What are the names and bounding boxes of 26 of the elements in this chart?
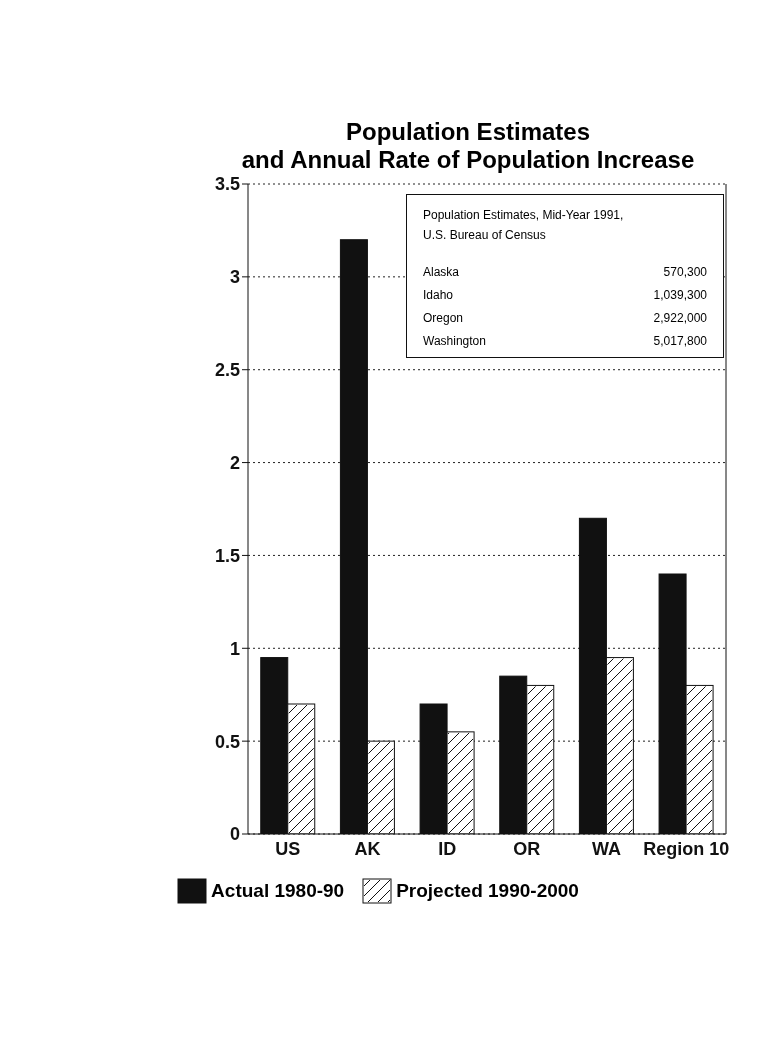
y-tick-label: 3.5	[214, 174, 240, 195]
annotation: Washington	[423, 333, 486, 350]
x-tick-label: ID	[438, 838, 457, 859]
annotation: 2,922,000	[653, 310, 707, 327]
y-tick-label: 1	[229, 638, 240, 659]
annotation: Oregon	[423, 310, 464, 327]
legend-label: Projected 1990-2000	[396, 880, 579, 902]
annotation: 5,017,800	[653, 333, 707, 350]
annotation: Alaska	[423, 264, 460, 281]
annotation: 570,300	[663, 264, 707, 281]
x-tick-label: OR	[513, 838, 541, 859]
x-tick-label: AK	[354, 838, 381, 859]
legend-label: Actual 1980-90	[211, 880, 345, 902]
chart-title: Population Estimates and Annual Rate of Population Increase	[240, 118, 696, 174]
annotation: Idaho	[423, 287, 454, 304]
y-tick-label: 0.5	[214, 731, 240, 752]
annotation: Population Estimates, Mid-Year 1991, U.S. Bureau of Census	[423, 207, 625, 244]
x-tick-label: WA	[592, 838, 621, 859]
x-tick-label: Region 10	[643, 838, 730, 859]
y-tick-label: 2	[229, 452, 240, 473]
y-tick-label: 3	[229, 267, 240, 288]
y-tick-label: 0	[229, 824, 240, 845]
y-tick-label: 2.5	[214, 360, 240, 381]
y-tick-label: 1.5	[214, 545, 240, 566]
annotation: 1,039,300	[653, 287, 707, 304]
x-tick-label: US	[275, 838, 301, 859]
